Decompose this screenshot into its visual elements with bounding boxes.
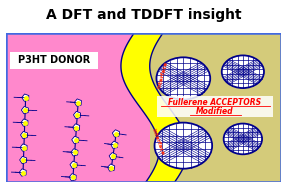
Polygon shape (20, 144, 27, 151)
Polygon shape (74, 99, 82, 106)
Polygon shape (21, 106, 28, 114)
Polygon shape (73, 111, 81, 119)
Polygon shape (109, 153, 116, 160)
Polygon shape (73, 124, 80, 131)
Bar (150, 33, 281, 182)
Polygon shape (71, 149, 78, 156)
Polygon shape (20, 156, 27, 164)
Text: interface: interface (156, 60, 168, 89)
Polygon shape (72, 136, 79, 143)
Polygon shape (20, 131, 28, 139)
Ellipse shape (154, 123, 212, 169)
Bar (6, 33, 198, 182)
Polygon shape (21, 119, 28, 126)
Polygon shape (108, 164, 115, 171)
Text: Modified: Modified (196, 107, 234, 116)
Text: A DFT and TDDFT insight: A DFT and TDDFT insight (46, 8, 241, 22)
Polygon shape (70, 161, 77, 168)
FancyBboxPatch shape (158, 96, 273, 117)
FancyBboxPatch shape (9, 52, 98, 69)
Polygon shape (69, 174, 76, 181)
Polygon shape (112, 130, 120, 137)
Ellipse shape (222, 55, 264, 88)
Text: P3HT DONOR: P3HT DONOR (18, 55, 90, 65)
Ellipse shape (224, 124, 262, 154)
Polygon shape (19, 169, 26, 176)
Polygon shape (22, 94, 29, 101)
Text: Fullerene ACCEPTORS: Fullerene ACCEPTORS (168, 98, 261, 107)
Text: interface: interface (150, 128, 165, 156)
Polygon shape (121, 33, 188, 182)
Ellipse shape (156, 57, 210, 100)
Polygon shape (111, 141, 118, 148)
